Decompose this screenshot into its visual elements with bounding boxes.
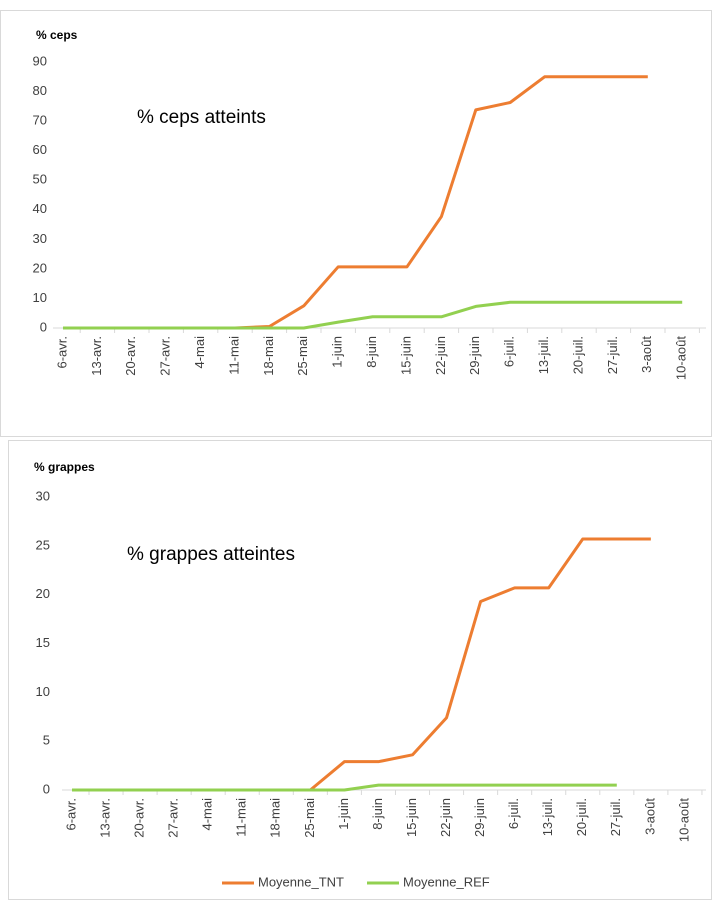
x-tick-label: 4-mai	[200, 798, 215, 831]
x-tick-label: 20-avr.	[123, 336, 138, 376]
y-tick-label: 30	[33, 231, 47, 246]
y-tick-label: 5	[43, 733, 50, 748]
y-tick-label: 50	[33, 172, 47, 187]
x-tick-label: 22-juin	[433, 336, 448, 375]
x-tick-label: 6-juil.	[502, 336, 517, 367]
x-tick-label: 6-avr.	[54, 336, 69, 369]
x-tick-label: 13-juil.	[536, 336, 551, 374]
y-tick-label: 15	[36, 635, 50, 650]
x-tick-label: 3-août	[639, 336, 654, 373]
x-tick-label: 20-avr.	[132, 798, 147, 838]
chart-title: % ceps	[36, 28, 78, 42]
annotation: % ceps atteints	[137, 107, 266, 128]
x-tick-label: 22-juin	[438, 798, 453, 837]
x-tick-label: 11-mai	[234, 798, 249, 837]
y-tick-label: 60	[33, 142, 47, 157]
y-tick-label: 40	[33, 201, 47, 216]
x-tick-label: 11-mai	[226, 336, 241, 375]
x-tick-label: 27-juil.	[605, 336, 620, 374]
x-tick-label: 1-juin	[336, 798, 351, 830]
x-tick-label: 27-avr.	[158, 336, 173, 376]
x-tick-label: 20-juil.	[574, 798, 589, 836]
x-tick-label: 6-juil.	[506, 798, 521, 829]
y-tick-label: 80	[33, 83, 47, 98]
x-tick-label: 3-août	[642, 798, 657, 835]
x-tick-label: 29-juin	[472, 798, 487, 837]
x-tick-label: 15-juin	[398, 336, 413, 375]
y-tick-label: 10	[36, 684, 50, 699]
line-series	[72, 537, 651, 792]
y-tick-label: 10	[33, 290, 47, 305]
x-tick-label: 29-juin	[467, 336, 482, 375]
x-tick-label: 13-avr.	[97, 798, 112, 838]
x-tick-label: 18-mai	[268, 798, 283, 838]
x-tick-label: 10-août	[676, 798, 691, 842]
y-tick-label: 25	[36, 537, 50, 552]
y-tick-label: 30	[36, 488, 50, 503]
x-tick-label: 15-juin	[404, 798, 419, 837]
x-tick-label: 6-avr.	[63, 798, 78, 831]
x-tick-label: 20-juil.	[570, 336, 585, 374]
y-tick-label: 0	[40, 319, 47, 334]
y-tick-label: 20	[36, 586, 50, 601]
chart-title: % grappes	[34, 460, 95, 474]
x-tick-label: 27-avr.	[166, 798, 181, 838]
y-tick-label: 90	[33, 53, 47, 68]
line-series	[63, 300, 683, 330]
y-tick-label: 70	[33, 113, 47, 128]
x-tick-label: 4-mai	[192, 336, 207, 369]
x-tick-label: 27-juil.	[608, 798, 623, 836]
x-tick-label: 25-mai	[302, 798, 317, 838]
line-series	[72, 783, 617, 792]
y-tick-label: 0	[43, 781, 50, 796]
x-tick-label: 13-juil.	[540, 798, 555, 836]
legend-label: Moyenne_TNT	[258, 874, 344, 889]
x-tick-label: 25-mai	[295, 336, 310, 376]
panel-border	[8, 440, 712, 900]
x-tick-label: 13-avr.	[89, 336, 104, 376]
x-tick-label: 18-mai	[261, 336, 276, 376]
x-tick-label: 10-août	[674, 336, 689, 380]
x-tick-label: 8-juin	[364, 336, 379, 368]
x-tick-label: 1-juin	[330, 336, 345, 368]
legend-label: Moyenne_REF	[403, 874, 490, 889]
annotation: % grappes atteintes	[127, 544, 295, 565]
x-tick-label: 8-juin	[370, 798, 385, 830]
y-tick-label: 20	[33, 260, 47, 275]
